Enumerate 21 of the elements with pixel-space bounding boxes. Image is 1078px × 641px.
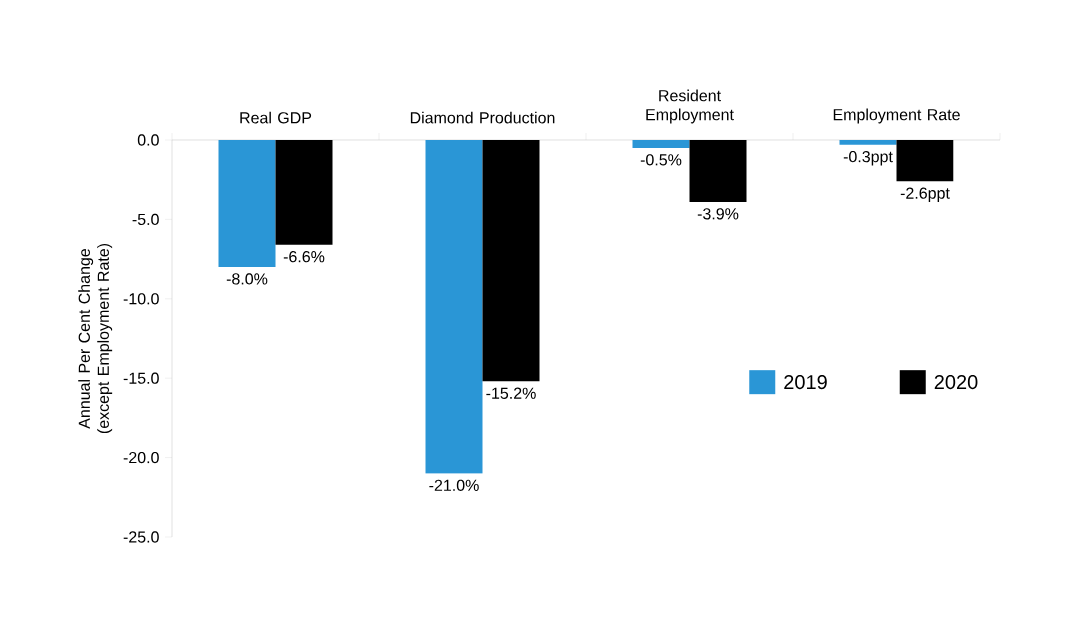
legend-label: 2019	[784, 374, 827, 390]
y-tick-label: -20.0	[123, 451, 159, 464]
x-tick-label: Employment Rate	[833, 108, 960, 124]
data-label: -0.5%	[640, 154, 682, 166]
y-tick-label: 0.0	[137, 134, 159, 146]
y-tick-label: -10.0	[123, 293, 159, 305]
data-label: -8.0%	[226, 273, 268, 285]
x-tick-label: Resident Employment	[646, 89, 734, 124]
x-tick-label: Real GDP	[240, 111, 312, 124]
data-label: -15.2%	[486, 387, 536, 399]
data-label: -6.6%	[283, 251, 325, 263]
data-label: -21.0%	[429, 479, 479, 492]
legend-label: 2020	[934, 374, 978, 390]
y-axis-title: Annual Per Cent Change (except Employment Rate)	[78, 243, 113, 434]
y-tick-label: -25.0	[123, 531, 159, 543]
data-label: -3.9%	[697, 208, 739, 220]
data-label: -2.6ppt	[900, 187, 950, 202]
y-tick-label: -5.0	[132, 213, 159, 226]
y-tick-label: -15.0	[123, 372, 159, 384]
data-label: -0.3ppt	[843, 150, 893, 166]
x-tick-label: Diamond Production	[410, 111, 555, 124]
